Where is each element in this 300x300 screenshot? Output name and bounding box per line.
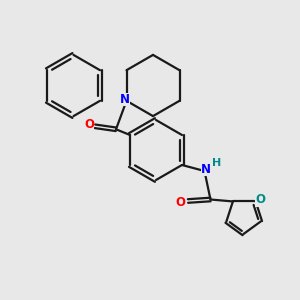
Text: O: O: [84, 118, 94, 131]
Text: N: N: [120, 93, 130, 106]
Text: O: O: [176, 196, 185, 209]
Text: N: N: [201, 163, 211, 176]
Text: H: H: [212, 158, 222, 168]
Text: O: O: [255, 194, 265, 206]
